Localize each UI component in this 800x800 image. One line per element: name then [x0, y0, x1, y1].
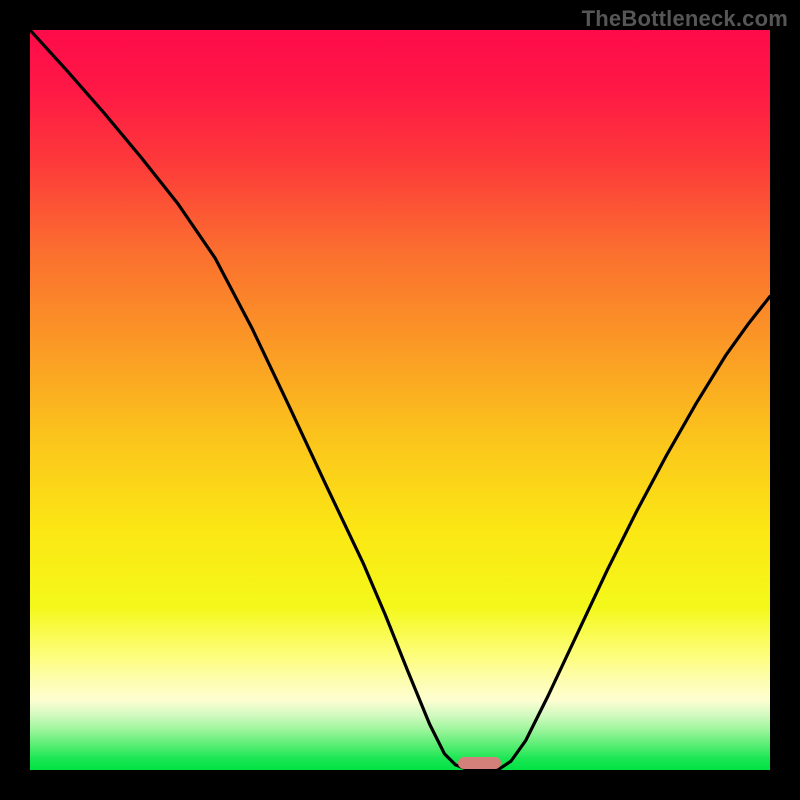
chart-frame: TheBottleneck.com: [0, 0, 800, 800]
optimum-marker: [458, 757, 501, 769]
watermark-label: TheBottleneck.com: [582, 6, 788, 32]
bottleneck-curve-plot: [30, 30, 770, 770]
plot-svg: [30, 30, 770, 770]
gradient-background: [30, 30, 770, 770]
